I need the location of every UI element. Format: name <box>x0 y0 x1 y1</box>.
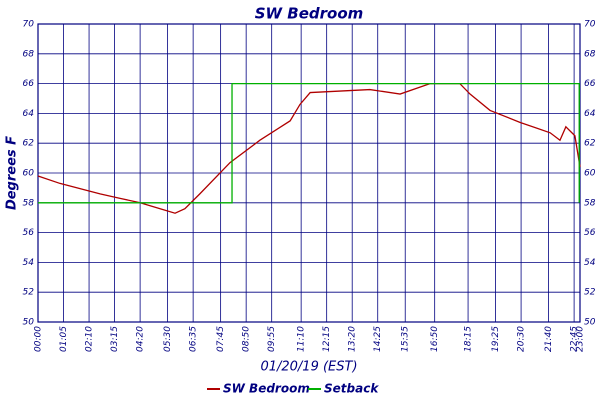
x-tick-label: 07:45 <box>216 326 226 352</box>
y2-tick-label: 56 <box>584 228 596 238</box>
x-tick-label: 12:15 <box>322 326 332 352</box>
x-tick-label: 08:50 <box>242 326 252 352</box>
x-tick-label: 21:40 <box>544 326 554 352</box>
y2-tick-label: 54 <box>584 258 596 268</box>
y-tick-label: 52 <box>23 288 35 298</box>
x-tick-label: 05:30 <box>163 326 173 352</box>
x-tick-label: 15:35 <box>401 326 411 352</box>
y2-tick-label: 58 <box>584 198 596 208</box>
y2-tick-label: 68 <box>584 49 596 59</box>
x-tick-label: 16:50 <box>430 326 440 352</box>
y-tick-label: 66 <box>23 79 35 89</box>
y-tick-label: 50 <box>23 318 35 328</box>
y-tick-label: 70 <box>23 20 35 30</box>
plot-frame <box>37 23 581 323</box>
x-tick-label: 02:10 <box>85 326 95 352</box>
x-axis-label: 01/20/19 (EST) <box>260 360 357 375</box>
y-tick-label: 58 <box>23 198 35 208</box>
x-tick-label: 23:00 <box>576 326 586 352</box>
x-tick-label: 11:10 <box>297 326 307 352</box>
legend-label: Setback <box>324 382 379 396</box>
x-tick-label: 18:15 <box>464 326 474 352</box>
y-tick-label: 64 <box>23 109 35 119</box>
x-tick-label: 22:45 <box>570 326 580 352</box>
y2-tick-label: 50 <box>584 318 596 328</box>
y-tick-label: 54 <box>23 258 35 268</box>
y-tick-label: 60 <box>23 169 35 179</box>
y2-tick-label: 66 <box>584 79 596 89</box>
y-tick-label: 62 <box>23 139 35 149</box>
x-tick-label: 06:35 <box>189 326 199 352</box>
y2-tick-label: 52 <box>584 288 596 298</box>
x-tick-label: 09:55 <box>267 326 277 352</box>
chart-title: SW Bedroom <box>255 5 364 23</box>
legend-label: SW Bedroom <box>223 382 310 396</box>
y-tick-label: 56 <box>23 228 35 238</box>
y-tick-label: 68 <box>23 49 35 59</box>
y-axis-label: Degrees F <box>5 136 20 210</box>
y2-tick-label: 64 <box>584 109 596 119</box>
line <box>37 82 581 214</box>
x-tick-label: 14:25 <box>373 326 383 352</box>
y2-tick-label: 60 <box>584 169 596 179</box>
x-tick-label: 01:05 <box>59 326 69 352</box>
x-tick-label: 04:20 <box>136 326 146 352</box>
x-tick-label: 13:20 <box>348 326 358 352</box>
x-tick-label: 00:00 <box>34 326 44 352</box>
y2-tick-label: 62 <box>584 139 596 149</box>
y2-tick-label: 70 <box>584 20 596 30</box>
x-tick-label: 19:25 <box>491 326 501 352</box>
line <box>38 82 580 204</box>
x-tick-label: 20:30 <box>517 326 527 352</box>
x-tick-label: 03:15 <box>110 326 120 352</box>
